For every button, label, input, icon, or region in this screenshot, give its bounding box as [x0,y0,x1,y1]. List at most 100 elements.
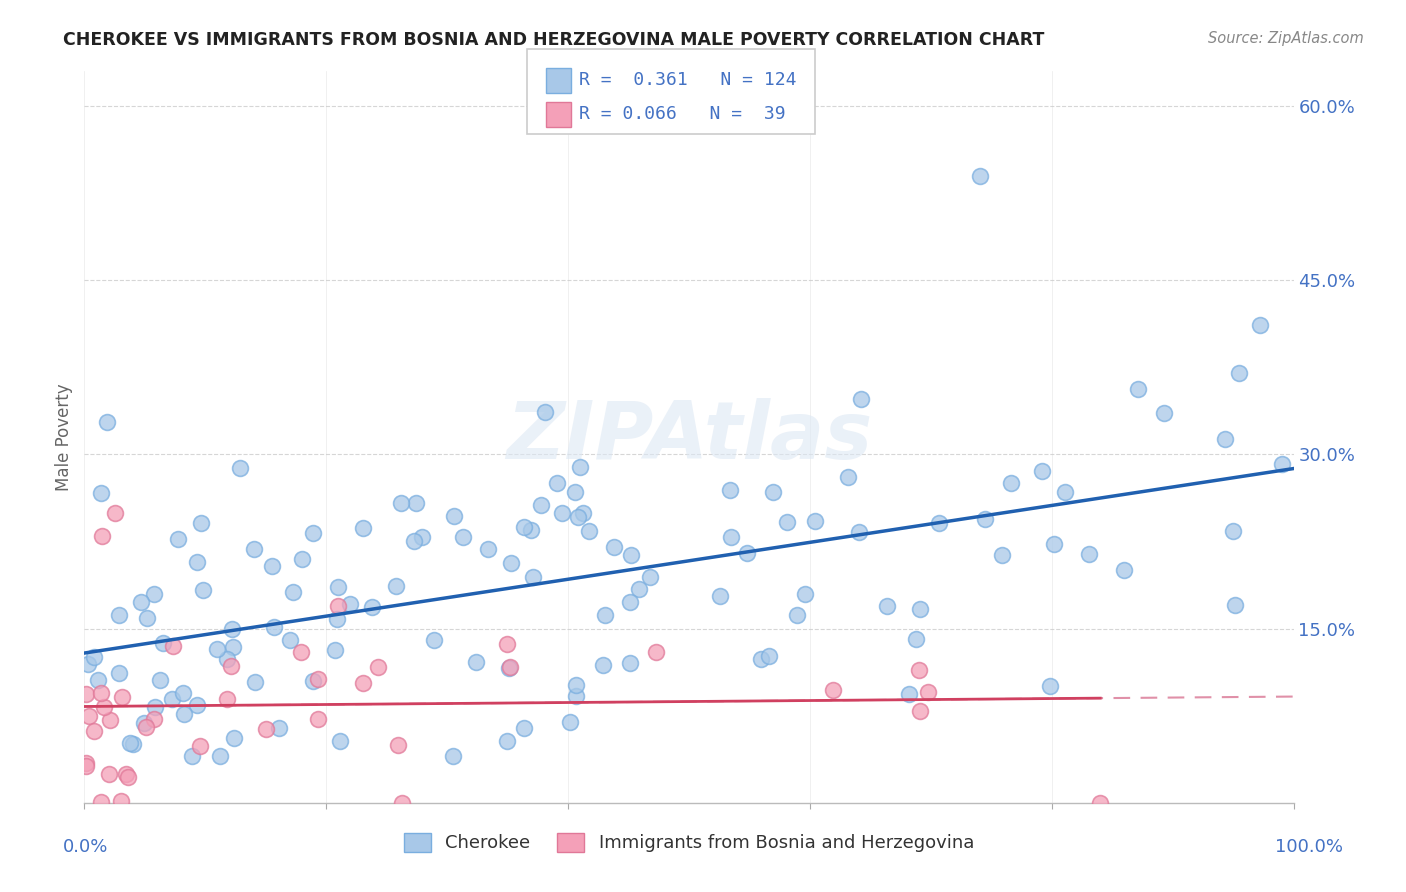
Point [423,633,446,648]
Point [188,739,211,753]
Point [1042,537,1064,551]
Point [520,523,543,537]
Point [1249,318,1271,332]
Point [513,721,536,735]
Point [135,720,157,734]
Point [208,749,231,764]
Point [162,639,184,653]
Point [254,722,277,736]
Point [464,655,486,669]
Point [451,530,474,544]
Point [243,675,266,690]
Point [837,469,859,483]
Point [326,580,349,594]
Point [301,673,323,688]
Legend: Cherokee, Immigrants from Bosnia and Herzegovina: Cherokee, Immigrants from Bosnia and Her… [396,826,981,860]
Point [90,686,112,700]
Point [565,678,588,692]
Point [593,607,616,622]
Point [121,737,143,751]
Text: 100.0%: 100.0% [1275,838,1343,856]
Point [76,657,98,672]
Point [260,559,283,574]
Point [969,169,991,183]
Point [908,602,931,616]
Point [391,796,413,810]
Point [224,731,246,745]
Point [90,796,112,810]
Point [917,684,939,698]
Point [307,673,329,687]
Point [149,673,172,687]
Point [93,700,115,714]
Point [367,660,389,674]
Point [385,579,408,593]
Point [291,552,314,566]
Point [132,715,155,730]
Point [530,498,553,512]
Point [172,686,194,700]
Point [352,521,374,535]
Point [75,687,97,701]
Point [326,612,349,626]
Point [558,715,581,730]
Point [142,712,165,726]
Point [98,713,121,727]
Point [496,734,519,748]
Point [96,415,118,429]
Point [143,700,166,714]
Point [603,541,626,555]
Point [115,767,138,781]
Y-axis label: Male Poverty: Male Poverty [55,384,73,491]
Text: ZIPAtlas: ZIPAtlas [506,398,872,476]
Point [905,632,928,647]
Point [110,794,132,808]
Point [402,534,425,549]
Point [849,392,872,406]
Point [87,673,110,687]
Point [848,525,870,540]
Point [876,599,898,613]
Point [360,599,382,614]
Point [190,516,212,530]
Point [550,506,572,520]
Point [91,529,114,543]
Point [186,555,208,569]
Point [186,698,208,713]
Point [897,687,920,701]
Point [229,461,252,475]
Point [142,587,165,601]
Point [1114,563,1136,577]
Point [75,759,97,773]
Point [120,736,142,750]
Point [758,649,780,664]
Point [323,643,346,657]
Point [1153,406,1175,420]
Text: R =  0.361   N = 124: R = 0.361 N = 124 [579,71,797,89]
Point [786,607,808,622]
Point [79,709,101,723]
Point [222,640,245,654]
Point [821,682,844,697]
Point [645,645,668,659]
Point [572,507,595,521]
Point [991,549,1014,563]
Point [776,515,799,529]
Point [269,721,291,735]
Point [75,756,97,770]
Point [387,738,409,752]
Point [129,595,152,609]
Point [501,556,523,570]
Point [1222,524,1244,538]
Point [283,585,305,599]
Point [1031,464,1053,478]
Text: 0.0%: 0.0% [63,838,108,856]
Point [1223,598,1246,612]
Point [215,691,238,706]
Point [405,496,427,510]
Point [443,509,465,524]
Point [627,582,650,597]
Text: CHEROKEE VS IMMIGRANTS FROM BOSNIA AND HERZEGOVINA MALE POVERTY CORRELATION CHAR: CHEROKEE VS IMMIGRANTS FROM BOSNIA AND H… [63,31,1045,49]
Point [973,512,995,526]
Point [534,405,557,419]
